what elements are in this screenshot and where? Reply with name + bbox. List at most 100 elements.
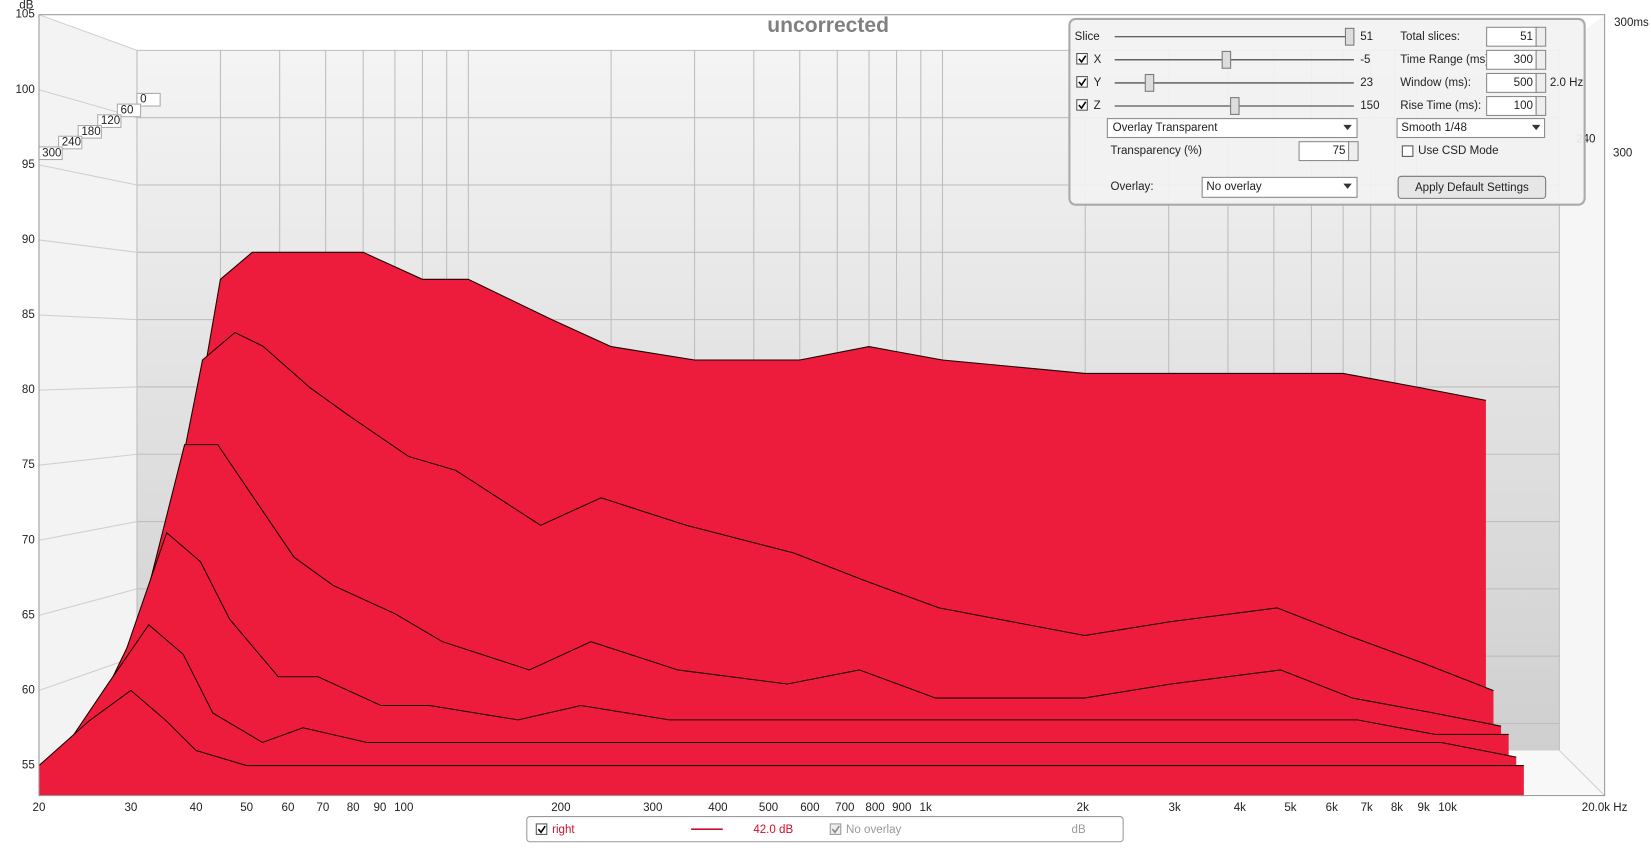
x-tick-label: 50 xyxy=(240,802,253,814)
y-tick-label: 90 xyxy=(22,234,35,246)
slice-line xyxy=(58,624,1517,758)
y-tick-label: 100 xyxy=(15,84,34,96)
x-tick-label: 10k xyxy=(1438,802,1457,814)
x-tick-label: 7k xyxy=(1361,802,1373,814)
dropdown-arrow xyxy=(1343,183,1352,189)
checkbox[interactable] xyxy=(1076,99,1088,111)
y-unit: dB xyxy=(19,0,33,11)
slider-thumb[interactable] xyxy=(1230,97,1240,115)
x-tick-label: 500 xyxy=(759,802,778,814)
grid-line xyxy=(38,14,138,51)
spinner[interactable] xyxy=(1348,141,1359,162)
checkbox[interactable] xyxy=(1401,145,1414,157)
dropdown-value: Smooth 1/48 xyxy=(1401,122,1467,134)
z-tick-label: 180 xyxy=(81,126,100,138)
x-tick-label: 700 xyxy=(835,802,854,814)
z-tick-label: 60 xyxy=(121,104,134,116)
value: -5 xyxy=(1360,54,1370,66)
label: Slice xyxy=(1075,31,1100,43)
grid-line xyxy=(38,453,138,466)
x-tick-label: 4k xyxy=(1234,802,1246,814)
x-tick-label: 20.0k Hz xyxy=(1582,802,1628,814)
x-tick-label: 70 xyxy=(316,802,329,814)
checkbox[interactable] xyxy=(1076,53,1088,65)
slice-line xyxy=(136,251,1487,711)
field-value: 300 xyxy=(1514,54,1533,66)
y-tick-label: 70 xyxy=(22,534,35,546)
slider-thumb[interactable] xyxy=(1221,50,1232,69)
spinner[interactable] xyxy=(1535,96,1547,116)
dropdown[interactable] xyxy=(1201,176,1358,198)
check xyxy=(1078,78,1087,87)
grid-line xyxy=(38,239,138,253)
slice-line xyxy=(77,531,1509,749)
z-tick-box xyxy=(97,114,122,128)
z-tick-label: 120 xyxy=(101,115,120,127)
button-label[interactable]: Apply Default Settings xyxy=(1415,182,1529,194)
y-tick-label: 85 xyxy=(22,309,35,321)
checkbox[interactable] xyxy=(829,823,842,835)
x-tick-label: 2k xyxy=(1077,802,1089,814)
depth-label: 300 xyxy=(1613,147,1632,159)
field-value: 100 xyxy=(1514,100,1533,112)
slice-area xyxy=(58,624,1517,787)
x-tick-label: 80 xyxy=(347,802,360,814)
field-value: 75 xyxy=(1333,145,1346,157)
dropdown[interactable] xyxy=(1396,118,1546,139)
x-tick-label: 8k xyxy=(1391,802,1403,814)
checkbox[interactable] xyxy=(535,823,548,835)
dropdown-value: Overlay Transparent xyxy=(1113,122,1219,134)
x-tick-label: 200 xyxy=(551,802,570,814)
slider-thumb[interactable] xyxy=(1144,73,1155,92)
legend-box xyxy=(526,816,1124,843)
z-tick-label: 0 xyxy=(140,94,146,106)
left-wall xyxy=(38,14,137,796)
value: 51 xyxy=(1360,31,1373,43)
field-label: Time Range (ms): xyxy=(1400,54,1492,66)
legend-level: 42.0 dB xyxy=(753,824,793,836)
field-label: Rise Time (ms): xyxy=(1400,100,1481,112)
slice-line xyxy=(97,444,1502,741)
dropdown[interactable] xyxy=(1106,118,1358,139)
x-tick-label: 60 xyxy=(282,802,295,814)
y-tick-label: 75 xyxy=(22,459,35,471)
slider-thumb[interactable] xyxy=(1344,27,1355,46)
x-tick-label: 5k xyxy=(1284,802,1296,814)
grid-line xyxy=(38,164,138,186)
grid-line xyxy=(38,386,137,391)
dropdown-arrow xyxy=(1343,124,1352,131)
field-label: Window (ms): xyxy=(1400,77,1471,89)
checkbox[interactable] xyxy=(1076,76,1088,88)
x-tick-label: 800 xyxy=(865,802,884,814)
y-tick-label: 65 xyxy=(22,609,35,621)
label: Z xyxy=(1094,100,1101,112)
y-tick-label: 60 xyxy=(22,685,35,697)
x-tick-label: 100 xyxy=(394,802,413,814)
x-tick-label: 30 xyxy=(124,802,137,814)
grid-line xyxy=(38,521,138,541)
y-tick-label: 105 xyxy=(15,9,34,21)
grid-line xyxy=(1558,750,1606,796)
x-tick-label: 20 xyxy=(33,802,46,814)
depth-label: 300ms xyxy=(1614,17,1649,29)
window-hz: 2.0 Hz xyxy=(1550,77,1584,89)
y-tick-label: 80 xyxy=(22,384,35,396)
dropdown-value: No overlay xyxy=(1206,181,1262,193)
label: Use CSD Mode xyxy=(1418,145,1498,157)
button[interactable] xyxy=(1397,175,1547,199)
spinner[interactable] xyxy=(1535,26,1547,47)
legend-name: right xyxy=(552,824,575,836)
spinner[interactable] xyxy=(1535,72,1547,93)
x-tick-label: 600 xyxy=(800,802,819,814)
spinner[interactable] xyxy=(1535,49,1547,70)
label: Y xyxy=(1094,77,1102,89)
dropdown-arrow xyxy=(1531,124,1541,131)
z-tick-box xyxy=(77,125,102,139)
x-tick-label: 90 xyxy=(373,802,386,814)
plot-frame xyxy=(38,14,1606,797)
check xyxy=(831,825,840,834)
z-tick-label: 300 xyxy=(42,147,61,159)
x-tick-label: 40 xyxy=(190,802,203,814)
